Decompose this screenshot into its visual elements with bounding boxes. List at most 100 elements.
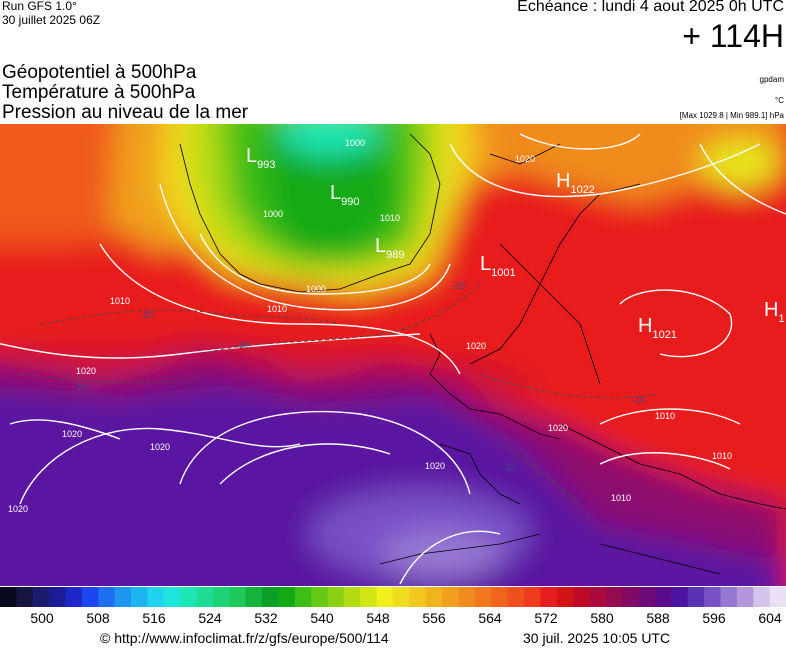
weather-map: L993 L990 L989 L1001 H1022 H1021 H1 1000… [0, 124, 786, 586]
color-scale-swatch [589, 587, 607, 607]
color-scale-swatch [736, 587, 754, 607]
color-scale-swatch [311, 587, 328, 607]
color-scale-tick-label: 548 [366, 610, 390, 626]
run-label: Run GFS 1.0° [2, 0, 77, 13]
low-center-label: L993 [246, 145, 275, 171]
color-scale-swatch [163, 587, 181, 607]
color-scale-swatch [556, 587, 574, 607]
forecast-valid-time: Echéance : lundi 4 aout 2025 0h UTC [517, 0, 784, 15]
isotherm-label: -10 [74, 382, 87, 392]
isobar-label: 1000 [306, 284, 326, 294]
color-scale-swatch [671, 587, 689, 607]
low-center-label: L989 [375, 235, 404, 261]
color-scale-tick-label: 556 [422, 610, 446, 626]
unit-mslp: [Max 1029.8 | Min 989.1] hPa [679, 111, 784, 120]
color-scale-tick-label: 524 [198, 610, 222, 626]
run-date: 30 juillet 2025 06Z [2, 13, 101, 27]
param-mslp: Pression au niveau de la mer [2, 102, 249, 123]
param-temperature: Température à 500hPa [2, 82, 196, 103]
color-scale-swatch [605, 587, 623, 607]
color-scale-swatch [687, 587, 705, 607]
color-scale-swatch [442, 587, 459, 607]
color-scale-tick-label: 508 [86, 610, 110, 626]
color-scale-swatch [81, 587, 99, 607]
low-center-label: L1001 [480, 253, 516, 279]
color-scale-tick-label: 540 [310, 610, 334, 626]
color-scale-swatch [376, 587, 394, 607]
color-scale-swatch [638, 587, 656, 607]
color-scale-swatch [131, 587, 148, 607]
color-scale-swatch [458, 587, 476, 607]
color-scale-swatch [655, 587, 672, 607]
color-scale-swatch [16, 587, 34, 607]
color-scale-swatch [360, 587, 378, 607]
color-scale-swatch [278, 587, 296, 607]
isotherm-label: -20 [452, 281, 465, 291]
color-scale-swatch [343, 587, 361, 607]
isobar-label: 1000 [263, 209, 283, 219]
isotherm-label: -10 [632, 395, 645, 405]
color-scale-ticks: 500 508 516 524 532 540 548 556 564 572 580 588 596 6… [0, 609, 786, 627]
isobars [0, 133, 786, 585]
color-scale-swatch [393, 587, 410, 607]
isobar-labels: 1000 1000 1010 1010 1020 1020 1020 1020 … [8, 138, 732, 514]
color-scale-swatch [49, 587, 66, 607]
isobar-label: 1020 [8, 504, 28, 514]
color-scale-swatch [327, 587, 345, 607]
color-scale-swatch [409, 587, 427, 607]
color-scale-tick-label: 516 [142, 610, 166, 626]
isobar-label: 1010 [110, 296, 130, 306]
high-center-label: H1 [764, 299, 785, 325]
unit-geopotential: gpdam [759, 75, 784, 84]
source-url: © http://www.infoclimat.fr/z/gfs/europe/… [100, 630, 389, 646]
geopotential-field [0, 124, 786, 586]
color-scale-tick-label: 588 [646, 610, 670, 626]
color-scale-swatch [704, 587, 721, 607]
color-scale-tick-label: 596 [702, 610, 726, 626]
color-scale-tick-label: 604 [758, 610, 782, 626]
isotherm-label: -20 [140, 310, 153, 320]
color-scale-swatch [474, 587, 492, 607]
isobar-label: 1020 [150, 442, 170, 452]
param-geopotential: Géopotentiel à 500hPa [2, 62, 197, 83]
unit-temperature: °C [775, 96, 784, 105]
pressure-centers: L993 L990 L989 L1001 H1022 H1021 H1 [246, 145, 785, 341]
color-scale-swatch [180, 587, 197, 607]
coastlines [179, 133, 786, 575]
color-scale-swatch [540, 587, 558, 607]
isobar-label: 1010 [267, 304, 287, 314]
isobar-label: 1020 [515, 154, 535, 164]
color-scale-swatch [147, 587, 165, 607]
color-scale-swatch [262, 587, 279, 607]
low-center-label: L990 [330, 182, 359, 208]
color-scale-swatch [622, 587, 640, 607]
isobar-label: 1020 [62, 429, 82, 439]
color-scale-swatch [245, 587, 263, 607]
color-scale-swatch [0, 587, 17, 607]
isotherm-labels: -20 -20 -20 -10 -10 -10 [74, 281, 645, 472]
isobar-label: 1010 [380, 213, 400, 223]
color-scale-swatch [65, 587, 83, 607]
color-scale-tick-label: 564 [478, 610, 502, 626]
isotherms [19, 283, 661, 505]
isobar-label: 1020 [548, 423, 568, 433]
isobar-label: 1000 [345, 138, 365, 148]
color-scale-swatch [425, 587, 443, 607]
color-scale-swatch [196, 587, 214, 607]
isobar-label: 1020 [76, 366, 96, 376]
isobar-label: 1010 [611, 493, 631, 503]
color-scale-swatch [507, 587, 525, 607]
high-center-label: H1021 [638, 315, 677, 341]
lead-time: + 114H [682, 18, 784, 54]
generated-timestamp: 30 juil. 2025 10:05 UTC [523, 630, 671, 646]
color-scale-swatch [573, 587, 590, 607]
color-scale-tick-label: 580 [590, 610, 614, 626]
color-scale-bar [0, 587, 786, 607]
color-scale-swatch [769, 587, 786, 607]
isobar-label: 1020 [425, 461, 445, 471]
color-scale-swatch [753, 587, 771, 607]
color-scale-tick-label: 532 [254, 610, 278, 626]
color-scale-swatch [294, 587, 312, 607]
color-scale-swatch [720, 587, 738, 607]
color-scale-swatch [212, 587, 230, 607]
